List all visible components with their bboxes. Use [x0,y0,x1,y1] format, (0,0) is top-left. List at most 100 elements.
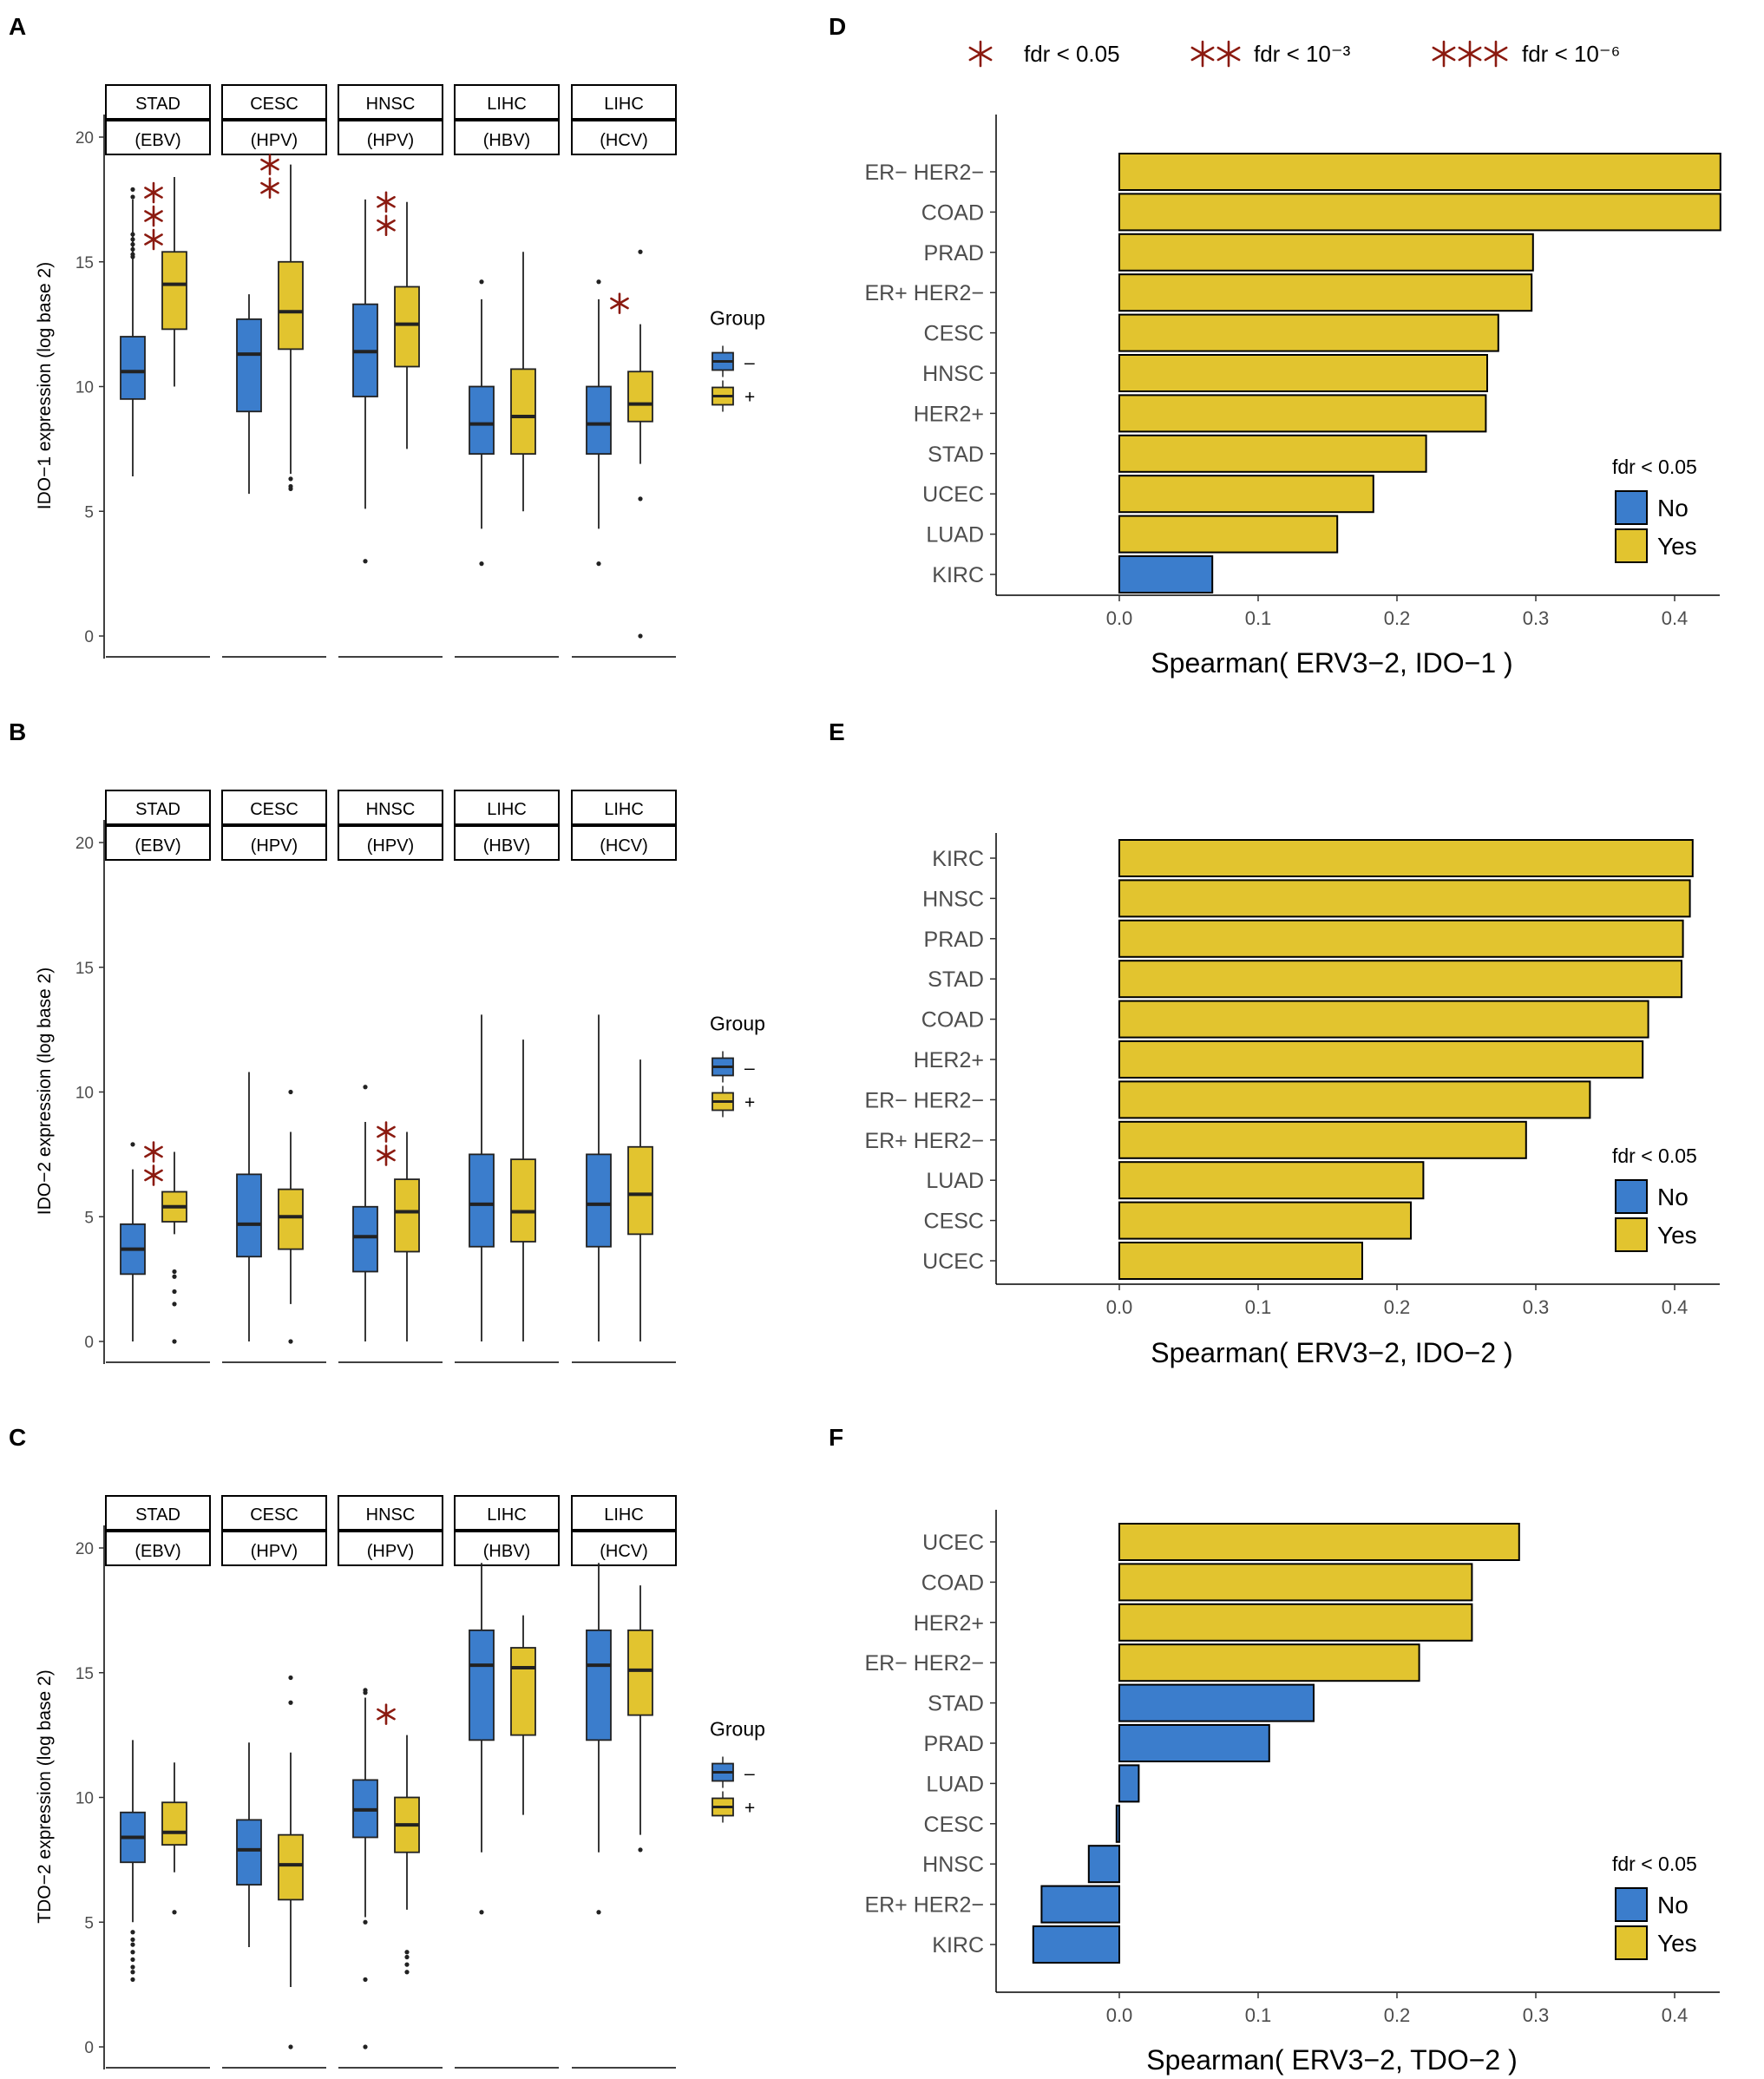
box-panel-B: B 0 5 10 15 20 IDO−2 expression (log base 2) ST… [9,718,765,1364]
significance-star [377,1708,396,1721]
y-tick-label: UCEC [922,1249,984,1274]
box-outlier [596,1910,601,1915]
significance-star [144,1145,163,1158]
legend-item-label: No [1657,1184,1689,1210]
y-tick-label: ER+ HER2− [864,1893,984,1918]
significance-star [260,158,279,171]
facet-cancer-label: LIHC [487,95,527,114]
facet-virus-label: (HBV) [483,836,530,856]
y-tick-label: COAD [921,200,984,225]
significance-star [1216,46,1241,62]
box-positive [627,1585,653,1853]
facet: CESC (HPV) [221,84,327,658]
box-outlier [479,279,484,285]
facet-cancer-label: CESC [250,95,298,114]
x-tick-label: 0.0 [1106,2004,1133,2026]
bar [1118,1201,1412,1240]
box-iqr [236,1173,262,1258]
y-tick-label: ER+ HER2− [864,281,984,305]
facet-virus-label: (EBV) [134,836,180,856]
significance-star [144,187,163,199]
box-iqr [627,1629,653,1716]
significance-star [144,233,163,246]
box-iqr [236,1819,262,1886]
bar [1118,1080,1591,1119]
x-tick-label: 0.0 [1106,1296,1133,1318]
significance-star [377,1149,396,1162]
legend-star-label: fdr < 0.05 [1024,41,1120,67]
legend-title: Group [710,307,765,330]
box-iqr [352,1205,378,1273]
box-outlier [130,1957,135,1962]
y-tick-label: ER+ HER2− [864,1129,984,1153]
facet-virus-label: (EBV) [134,1542,180,1561]
panel-label: C [9,1424,26,1451]
x-tick-label: 0.3 [1523,2004,1550,2026]
facet: HNSC (HPV) [338,1495,443,2069]
box-positive [161,177,187,387]
box-outlier [130,1950,135,1955]
bar [1032,1925,1121,1964]
facet-cancer-label: LIHC [604,800,644,819]
box-outlier [479,1910,484,1915]
facet: HNSC (HPV) [338,84,443,658]
bar [1118,1603,1473,1642]
y-tick-label: COAD [921,1008,984,1033]
x-tick-label: 0.1 [1245,2004,1272,2026]
x-tick-label: 0.2 [1384,1296,1411,1318]
box-outlier [130,1977,135,1982]
box-outlier [172,1339,177,1344]
y-tick-label: ER− HER2− [864,1088,984,1112]
facet-cancer-label: HNSC [366,1505,416,1525]
y-tick-label: 0 [84,2039,94,2057]
box-outlier [130,246,135,252]
box-positive [278,1675,304,2049]
y-tick-label: 5 [84,1914,94,1932]
bar [1118,1724,1270,1762]
facet: LIHC (HBV) [454,790,560,1363]
box-outlier [288,1089,293,1095]
legend-title: Group [710,1013,765,1035]
legend-item-label: + [744,1093,755,1113]
box-positive [394,201,420,449]
facet-virus-label: (HPV) [251,131,298,150]
significance-star [610,297,629,310]
box-outlier [638,633,643,639]
facet: CESC (HPV) [221,790,327,1363]
group-legend: Group – + [710,1718,765,1823]
box-iqr [278,1833,304,1901]
box-negative [352,1085,378,1341]
fdr-legend: fdr < 0.05 No Yes [1612,1144,1697,1252]
box-negative [586,279,612,567]
bar [1118,1683,1315,1722]
box-iqr [120,336,146,400]
box-negative [469,1563,495,1915]
box-outlier [130,1964,135,1970]
box-iqr [161,1801,187,1846]
box-iqr [469,385,495,456]
y-tick-label: HNSC [922,362,984,386]
bar [1118,313,1499,352]
box-negative [120,1740,146,1982]
group-legend: Group – + [710,307,765,412]
panel-label: A [9,13,26,40]
bar [1118,1563,1473,1602]
box-outlier [404,1950,410,1955]
legend-key [1615,1925,1648,1960]
bar-panel-E: E 0.0 0.1 0.2 0.3 0.4 Spearman( ERV3−2, IDO−2 … [829,718,1720,1368]
significance-star [968,46,993,62]
facet-cancer-label: LIHC [487,1505,527,1525]
box-outlier [130,1930,135,1935]
box-outlier [288,2044,293,2049]
box-negative [352,1688,378,2049]
bar [1118,879,1691,918]
bar [1118,555,1214,594]
panel-label: F [829,1424,843,1451]
box-outlier [638,1847,643,1853]
box-iqr [586,385,612,456]
bar [1118,1040,1644,1079]
box-outlier [288,1339,293,1344]
y-tick-label: 15 [75,1665,94,1683]
y-axis-title: IDO−1 expression (log base 2) [35,262,55,509]
y-tick-label: CESC [924,1813,984,1837]
